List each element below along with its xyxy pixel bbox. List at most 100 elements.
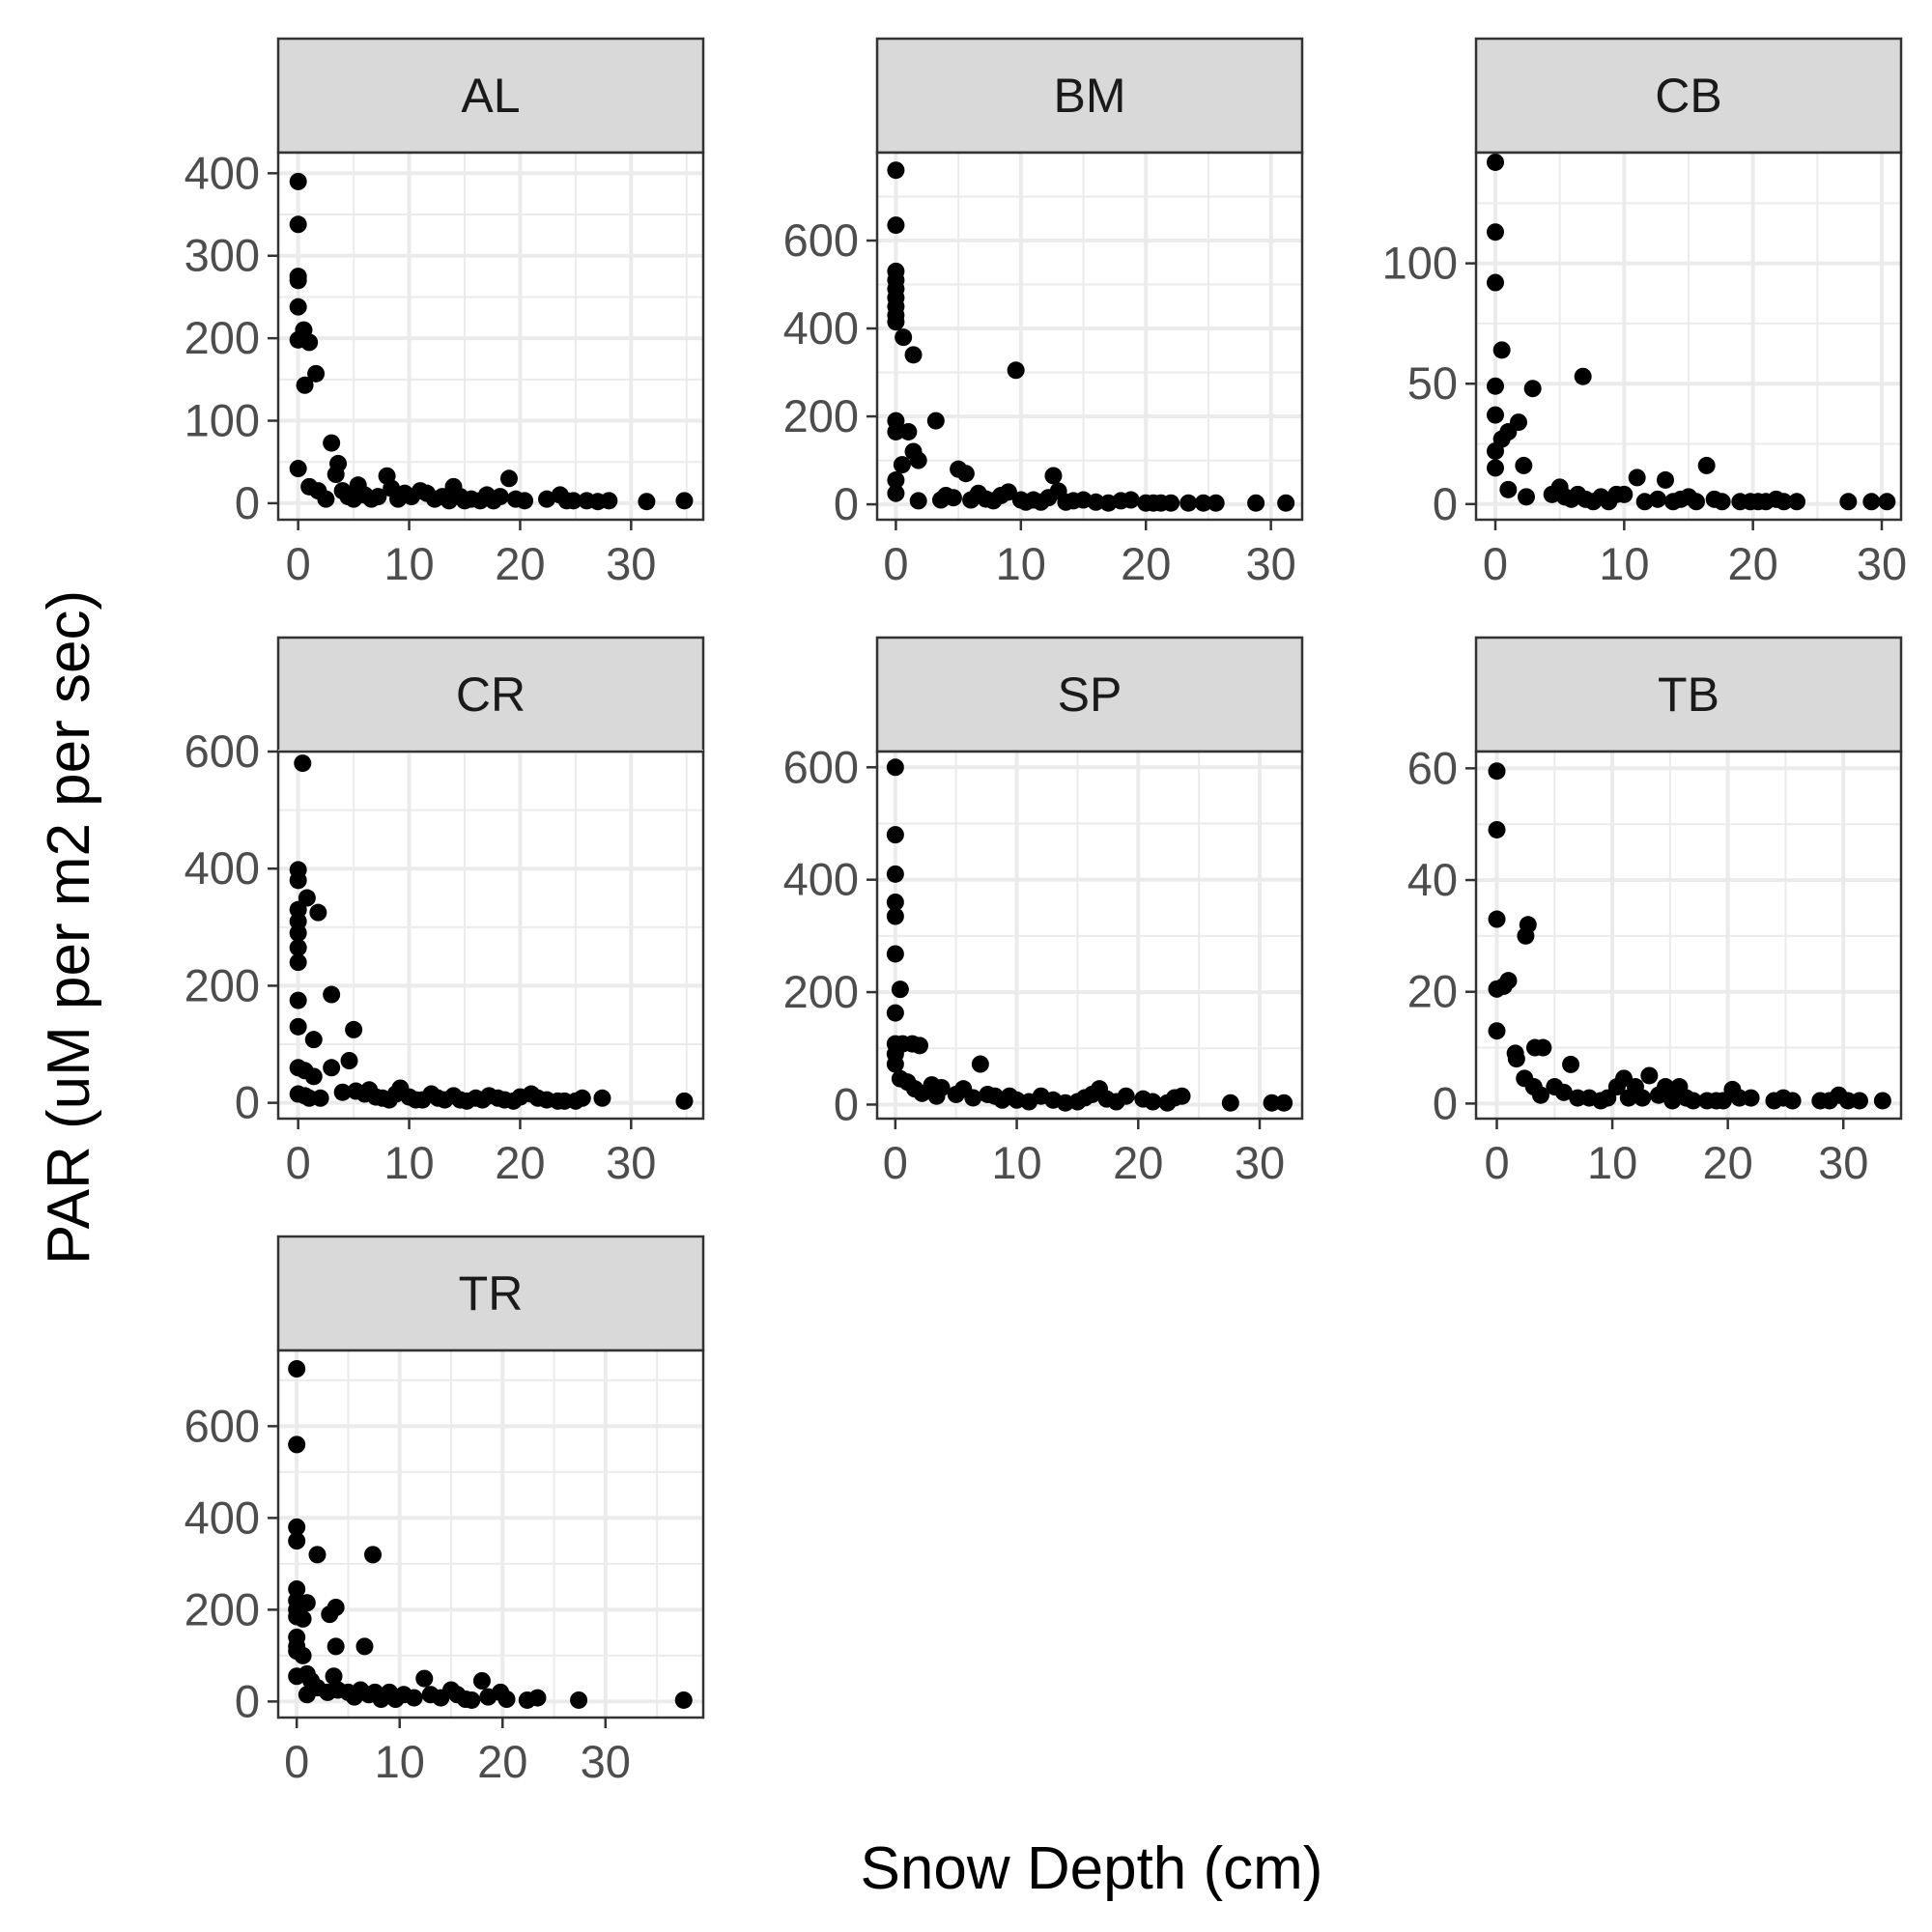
data-point xyxy=(1087,493,1105,511)
y-tick-label: 600 xyxy=(783,741,859,792)
data-point xyxy=(564,492,582,510)
x-tick-label: 0 xyxy=(1484,1137,1509,1188)
data-point xyxy=(1615,485,1634,503)
data-point xyxy=(1507,1050,1525,1068)
data-point xyxy=(289,298,307,316)
data-point xyxy=(289,172,307,190)
x-tick-label: 0 xyxy=(286,538,311,589)
data-point xyxy=(926,412,945,430)
data-point xyxy=(956,465,975,483)
data-point xyxy=(600,492,618,510)
data-point xyxy=(323,1059,341,1077)
data-point xyxy=(1492,341,1511,359)
data-point xyxy=(1221,1094,1239,1112)
plot-area xyxy=(278,1350,703,1718)
data-point xyxy=(1523,380,1542,398)
data-point xyxy=(289,953,307,972)
x-tick-label: 10 xyxy=(384,538,434,589)
panel-tb: TB 0 10 20 30 0 20 40 60 xyxy=(1407,636,1903,1188)
data-point xyxy=(516,492,534,510)
data-point xyxy=(288,1518,306,1536)
data-point xyxy=(1487,459,1504,477)
data-point xyxy=(289,871,307,890)
data-point xyxy=(296,376,314,394)
data-point xyxy=(1862,493,1881,511)
x-tick-label: 30 xyxy=(1235,1137,1285,1188)
data-point xyxy=(675,492,694,510)
data-point xyxy=(1122,491,1140,509)
data-point xyxy=(1657,1078,1675,1096)
plot-area xyxy=(877,153,1302,520)
data-point xyxy=(899,422,918,440)
data-point xyxy=(1562,1055,1580,1073)
data-point xyxy=(887,313,905,331)
data-point xyxy=(887,216,905,235)
y-tick-label: 0 xyxy=(235,1675,260,1726)
data-point xyxy=(294,1609,312,1628)
facet-strip xyxy=(875,636,1304,753)
data-point xyxy=(891,980,909,999)
data-point xyxy=(1515,456,1533,474)
x-tick-label: 30 xyxy=(1246,538,1296,589)
x-tick-label: 30 xyxy=(581,1736,631,1787)
data-point xyxy=(886,1004,904,1022)
facet-label: TB xyxy=(1658,668,1719,722)
data-point xyxy=(1688,493,1705,511)
y-tick-label: 600 xyxy=(185,1400,260,1451)
data-point xyxy=(364,1546,383,1564)
data-point xyxy=(895,328,913,347)
data-point xyxy=(288,1435,306,1454)
x-tick-label: 20 xyxy=(495,538,545,589)
data-point xyxy=(1628,469,1646,487)
facet-label: TR xyxy=(459,1266,524,1321)
x-tick-label: 30 xyxy=(606,538,656,589)
data-point xyxy=(1713,493,1731,511)
y-tick-label: 200 xyxy=(185,959,260,1010)
data-point xyxy=(1742,1089,1760,1107)
data-point xyxy=(1634,1089,1652,1107)
y-tick-label: 0 xyxy=(834,478,859,529)
y-tick-label: 600 xyxy=(185,725,260,777)
data-point xyxy=(304,1031,323,1049)
x-tick-label: 20 xyxy=(495,1137,545,1188)
y-tick-label: 20 xyxy=(1407,966,1458,1017)
panel-cr: CR 0 10 20 30 0 200 400 600 xyxy=(185,636,705,1188)
panel-border xyxy=(875,750,1304,1121)
panel-sp: SP 0 10 20 30 0 200 400 600 xyxy=(783,636,1304,1188)
data-point xyxy=(1487,153,1504,171)
data-point xyxy=(1878,493,1896,511)
data-point xyxy=(573,1089,591,1107)
facet-label: SP xyxy=(1058,668,1122,722)
x-tick-label: 20 xyxy=(1728,538,1778,589)
data-point xyxy=(1487,406,1504,424)
data-point xyxy=(472,1672,491,1690)
data-point xyxy=(1554,1083,1573,1101)
data-point xyxy=(323,985,341,1004)
y-tick-label: 0 xyxy=(1433,478,1458,529)
facet-strip xyxy=(875,37,1304,155)
x-tick-label: 10 xyxy=(1587,1137,1637,1188)
data-point xyxy=(570,1690,588,1709)
y-tick-label: 200 xyxy=(783,966,859,1017)
data-point xyxy=(1487,223,1504,242)
y-tick-label: 400 xyxy=(783,302,859,354)
panel-border xyxy=(276,1349,705,1719)
y-axis-title: PAR (uM per m2 per sec) xyxy=(36,590,102,1264)
data-point xyxy=(909,492,927,510)
data-point xyxy=(1044,467,1063,485)
data-point xyxy=(538,490,556,508)
facet-strip xyxy=(1474,636,1903,753)
data-point xyxy=(887,422,905,440)
y-tick-label: 200 xyxy=(185,312,260,363)
data-point xyxy=(1657,470,1674,489)
data-point xyxy=(323,434,341,452)
y-tick-label: 400 xyxy=(185,842,260,894)
data-point xyxy=(317,490,335,508)
data-point xyxy=(327,466,345,484)
data-point xyxy=(674,1690,693,1709)
data-point xyxy=(1649,490,1666,508)
panel-border xyxy=(1474,151,1903,522)
data-point xyxy=(345,1020,363,1038)
data-point xyxy=(1519,916,1537,934)
